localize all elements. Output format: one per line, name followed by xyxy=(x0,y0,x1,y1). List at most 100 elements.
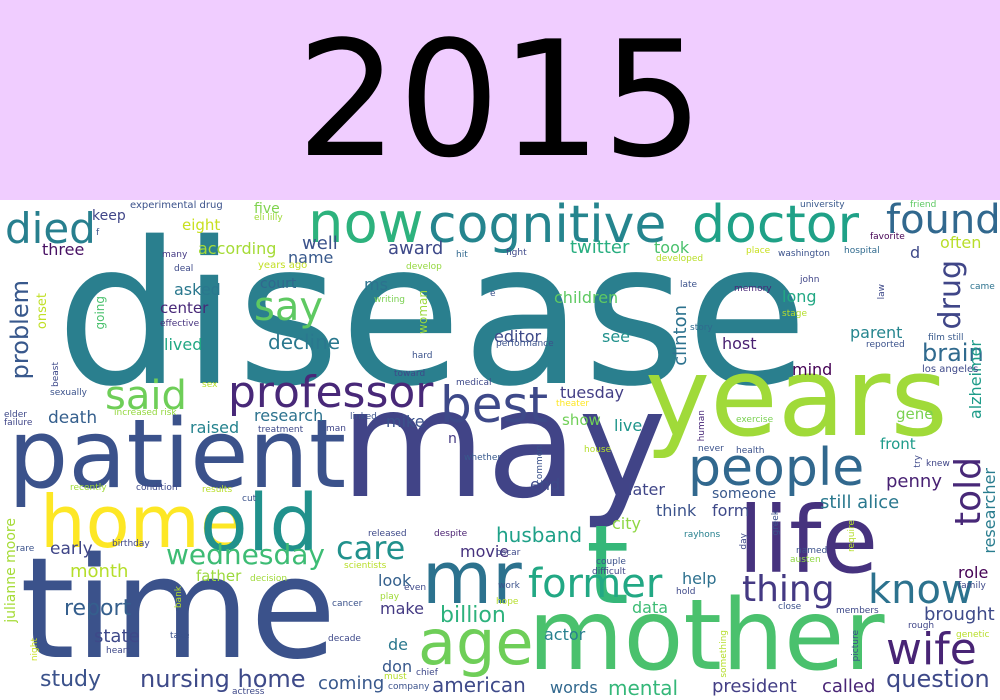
cloud-word: alzheimer xyxy=(966,340,985,420)
cloud-word: oscar xyxy=(496,548,521,558)
cloud-word: recently xyxy=(70,483,107,493)
cloud-word: billion xyxy=(440,603,506,628)
cloud-word: words xyxy=(550,678,598,697)
cloud-word: released xyxy=(368,529,407,539)
cloud-word: mr xyxy=(422,536,522,620)
cloud-word: wife xyxy=(886,624,977,675)
cloud-word: center xyxy=(160,299,209,317)
cloud-word: found xyxy=(886,200,1000,243)
cloud-word: los angeles xyxy=(922,364,979,375)
cloud-word: cut xyxy=(242,494,257,504)
cloud-word: called xyxy=(822,676,876,697)
cloud-word: people xyxy=(688,438,865,498)
cloud-word: family xyxy=(958,581,986,591)
cloud-word: heart xyxy=(106,646,130,656)
cloud-word: award xyxy=(388,238,444,259)
cloud-word: decade xyxy=(328,634,361,644)
cloud-word: think xyxy=(656,501,697,520)
cloud-word: difficult xyxy=(592,567,626,577)
cloud-word: memory xyxy=(734,284,772,294)
cloud-word: something xyxy=(719,630,729,678)
cloud-word: picture xyxy=(851,630,861,662)
cloud-word: home xyxy=(40,480,245,564)
cloud-word: stage xyxy=(782,309,807,319)
cloud-word: linked xyxy=(350,412,377,422)
cloud-word: even xyxy=(404,583,427,593)
cloud-word: study xyxy=(40,667,102,692)
cloud-word: ms xyxy=(364,275,388,294)
cloud-word: researcher xyxy=(980,468,999,554)
cloud-word: death xyxy=(48,408,98,428)
cloud-word: president xyxy=(712,676,797,697)
cloud-word: professor xyxy=(228,367,434,418)
cloud-word: took xyxy=(654,238,690,257)
cloud-word: greek xyxy=(771,510,781,536)
cloud-word: common xyxy=(535,445,545,485)
cloud-word: court xyxy=(260,276,297,292)
cloud-word: couple xyxy=(596,557,626,567)
cloud-word: former xyxy=(528,561,663,607)
cloud-word: whether xyxy=(464,453,502,463)
cloud-word: question xyxy=(886,665,990,693)
cloud-word: onset xyxy=(35,293,50,330)
cloud-word: often xyxy=(940,233,982,252)
cloud-word: parent xyxy=(850,323,903,342)
cloud-word: members xyxy=(836,606,879,616)
cloud-word: day xyxy=(739,533,749,550)
cloud-word: julianne moore xyxy=(3,518,19,623)
cloud-word: human xyxy=(697,410,707,442)
cloud-word: birthday xyxy=(112,539,150,549)
cloud-word: front xyxy=(880,435,916,453)
cloud-word: care xyxy=(336,529,406,567)
cloud-word: john xyxy=(800,275,820,285)
cloud-word: don xyxy=(382,657,413,676)
cloud-word: eli lilly xyxy=(254,213,283,223)
cloud-word: years xyxy=(645,333,948,461)
cloud-word: fight xyxy=(506,248,527,258)
cloud-word: gene xyxy=(896,405,934,423)
cloud-word: hit xyxy=(456,250,468,260)
cloud-word: woman xyxy=(416,290,430,334)
cloud-word: toward xyxy=(394,369,426,379)
cloud-word: results xyxy=(202,485,233,495)
cloud-word: require xyxy=(847,520,857,552)
cloud-word: friend xyxy=(910,200,937,210)
cloud-word: eight xyxy=(182,216,221,234)
cloud-word: wednesday xyxy=(166,538,325,571)
cloud-word: know xyxy=(868,567,974,613)
cloud-word: mental xyxy=(608,676,679,700)
cloud-word: years ago xyxy=(258,260,308,271)
cloud-word: deal xyxy=(174,264,194,274)
cloud-word: host xyxy=(722,334,757,353)
cloud-word: said xyxy=(105,373,187,419)
cloud-word: american xyxy=(432,673,526,697)
cloud-word: night xyxy=(30,638,40,662)
cloud-word: father xyxy=(196,567,242,585)
cloud-word: develop xyxy=(406,262,442,272)
cloud-word: report xyxy=(64,596,132,621)
cloud-word: coming xyxy=(318,673,385,694)
cloud-word: life xyxy=(738,487,879,594)
cloud-word: clinton xyxy=(670,305,691,366)
year-title: 2015 xyxy=(296,6,704,193)
cloud-word: play xyxy=(380,592,400,602)
cloud-word: later xyxy=(628,480,665,499)
cloud-word: bank xyxy=(174,586,184,609)
cloud-word: washington xyxy=(778,249,830,259)
cloud-word: actress xyxy=(232,687,265,697)
cloud-word: children xyxy=(554,288,619,307)
cloud-word: drug xyxy=(933,260,968,330)
cloud-word: name xyxy=(288,248,334,267)
cloud-word: well xyxy=(302,233,338,254)
cloud-word: see xyxy=(602,327,631,346)
cloud-word: exercise xyxy=(736,415,774,425)
cloud-word: take xyxy=(170,631,190,641)
cloud-word: effective xyxy=(160,319,200,329)
cloud-word: scientists xyxy=(344,561,387,571)
cloud-word: f xyxy=(96,228,100,238)
cloud-word: doctor xyxy=(692,200,859,255)
cloud-word: time xyxy=(20,528,337,691)
cloud-word: reported xyxy=(866,340,905,350)
cloud-word: live xyxy=(614,416,643,435)
cloud-word: disease xyxy=(56,200,808,430)
